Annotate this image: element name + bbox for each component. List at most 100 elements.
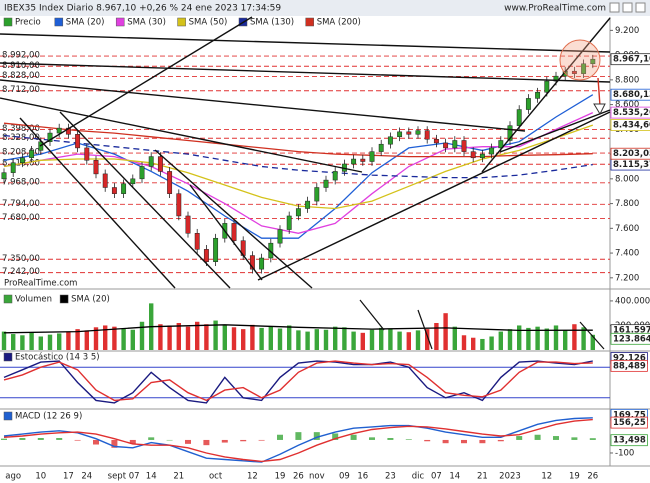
window-button[interactable] — [609, 2, 620, 13]
volume-bar — [29, 332, 34, 350]
series-line — [3, 417, 593, 463]
histogram-bar — [405, 439, 412, 440]
candle-body — [553, 75, 559, 82]
candle-body — [581, 63, 587, 74]
candle-body — [387, 136, 393, 145]
chart-title: IBEX35 Index Diario 8.967,10 +0,26 % 24 … — [4, 4, 281, 14]
value-box — [610, 53, 650, 66]
title-swatch — [3, 411, 13, 421]
volume-bar — [314, 329, 319, 350]
window-button[interactable] — [622, 2, 633, 13]
histogram-bar — [479, 439, 486, 444]
trendline — [499, 109, 611, 153]
candle-body — [516, 109, 522, 126]
level-label: 8.398,00 — [2, 124, 40, 134]
trendline — [0, 97, 363, 173]
candle-body — [378, 143, 384, 152]
candle-body — [332, 171, 338, 181]
candle-body — [10, 162, 16, 173]
legend-swatch — [54, 17, 64, 27]
candle-body — [479, 153, 485, 159]
volume-bar — [581, 327, 586, 350]
legend-label: Precio — [15, 18, 41, 28]
volume-bar — [20, 335, 25, 350]
legend-label: Volumen — [15, 295, 52, 305]
trendline — [359, 299, 385, 331]
x-tick-label: 12 — [247, 472, 258, 482]
legend-swatch — [59, 294, 69, 304]
histogram-bar — [129, 439, 136, 444]
value-box — [610, 332, 650, 345]
volume-bar — [342, 327, 347, 350]
volume-bar — [379, 327, 384, 350]
volume-bar — [544, 328, 549, 350]
candle-body — [535, 91, 541, 99]
legend-swatch — [115, 17, 125, 27]
volume-bar — [333, 326, 338, 350]
candle-body — [185, 215, 191, 234]
candle-body — [93, 160, 99, 175]
y-tick-label: 400.000 — [615, 296, 650, 306]
histogram-bar — [424, 439, 431, 442]
x-tick-label: oct — [209, 472, 223, 482]
x-tick-label: 17 — [63, 472, 74, 482]
volume-bar — [434, 323, 439, 350]
value-box — [610, 416, 648, 429]
histogram-bar — [37, 438, 44, 440]
y-tick-label: 9.200 — [615, 26, 639, 36]
panel-title: Estocástico (14 3 5) — [15, 353, 100, 363]
volume-bar — [489, 336, 494, 350]
candle-body — [461, 140, 467, 152]
highlight-circle — [559, 39, 601, 81]
volume-bar — [360, 332, 365, 350]
candle-body — [139, 166, 145, 180]
x-tick-label: 09 — [339, 472, 350, 482]
x-tick-label: 16 — [357, 472, 368, 482]
histogram-bar — [148, 437, 155, 440]
candle-body — [525, 98, 531, 110]
level-label: 8.828,00 — [2, 71, 40, 81]
x-tick-label: 14 — [449, 472, 460, 482]
volume-bar — [397, 331, 402, 350]
trendline — [154, 149, 313, 289]
candle-body — [231, 223, 237, 241]
candle-body — [571, 70, 577, 74]
y-tick-label: 8.600 — [615, 100, 639, 110]
volume-bar — [231, 327, 237, 350]
candle-body — [1, 172, 7, 180]
volume-bar — [57, 333, 62, 350]
histogram-bar — [185, 439, 191, 444]
volume-bar — [121, 328, 126, 350]
volume-bar — [75, 329, 80, 350]
histogram-bar — [1, 438, 7, 440]
x-tick-label: ago — [5, 472, 21, 482]
histogram-bar — [516, 436, 523, 440]
x-tick-label: dic — [412, 472, 425, 482]
volume-bar — [112, 326, 117, 350]
candle-body — [507, 125, 513, 141]
candle-body — [194, 233, 200, 250]
candle-body — [29, 150, 35, 159]
histogram-bar — [295, 432, 302, 440]
volume-bar — [452, 326, 457, 350]
volume-bar — [406, 332, 411, 350]
window-button[interactable] — [635, 2, 646, 13]
volume-bar — [66, 331, 71, 350]
candle-body — [102, 173, 108, 188]
candle-body — [470, 151, 476, 159]
legend-swatch — [305, 17, 314, 27]
histogram-bar — [461, 439, 467, 444]
candle-body — [130, 178, 136, 185]
volume-bar — [185, 326, 191, 350]
histogram-bar — [350, 434, 357, 440]
value-box — [610, 88, 650, 101]
volume-bar — [241, 329, 246, 350]
trendline — [59, 111, 231, 289]
volume-bar — [93, 327, 99, 350]
candle-body — [176, 193, 182, 217]
volume-bar — [277, 328, 283, 350]
candle-body — [75, 134, 81, 149]
candle-body — [148, 156, 154, 167]
histogram-bar — [534, 434, 541, 440]
value-label: 123.864 — [613, 334, 650, 344]
